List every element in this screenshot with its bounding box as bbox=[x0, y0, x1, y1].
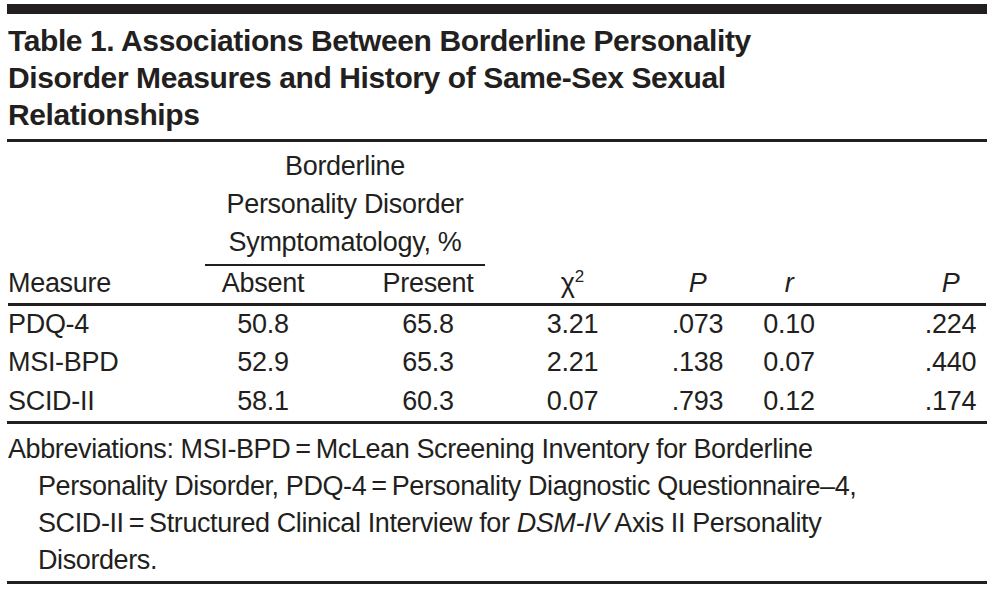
group-header-underline: Borderline Personality Disorder Symptoma… bbox=[205, 145, 485, 266]
chi-symbol: χ bbox=[561, 268, 575, 298]
footnote-line: Personality Disorder, PDQ-4 = Personalit… bbox=[8, 468, 985, 505]
column-header-present: Present bbox=[348, 266, 508, 304]
footnote-text: SCID-II = Structured Clinical Interview … bbox=[38, 508, 517, 538]
cell-absent: 52.9 bbox=[178, 343, 348, 382]
footnote-line: SCID-II = Structured Clinical Interview … bbox=[8, 505, 985, 542]
table-title: Table 1. Associations Between Borderline… bbox=[8, 22, 985, 133]
table-row-scidii: SCID-II 58.1 60.3 0.07 .793 0.12 .174 bbox=[8, 382, 986, 421]
table-row-msibpd: MSI-BPD 52.9 65.3 2.21 .138 0.07 .440 bbox=[8, 343, 986, 382]
cell-absent: 58.1 bbox=[178, 382, 348, 421]
cell-absent: 50.8 bbox=[178, 304, 348, 343]
associations-table: Borderline Personality Disorder Symptoma… bbox=[8, 145, 986, 421]
cell-r: 0.12 bbox=[758, 382, 820, 421]
group-header-label: Borderline Personality Disorder Symptoma… bbox=[205, 147, 485, 261]
cell-present: 60.3 bbox=[348, 382, 508, 421]
column-header-row: Measure Absent Present χ2 P r P bbox=[8, 266, 986, 304]
cell-p-value-2: .224 bbox=[820, 304, 986, 343]
cell-chi-square: 3.21 bbox=[508, 304, 637, 343]
cell-present: 65.3 bbox=[348, 343, 508, 382]
cell-r: 0.07 bbox=[758, 343, 820, 382]
journal-table-figure: Table 1. Associations Between Borderline… bbox=[0, 0, 994, 593]
footnote-line: Disorders. bbox=[8, 542, 985, 579]
cell-measure: SCID-II bbox=[8, 382, 178, 421]
cell-p-value-2: .440 bbox=[820, 343, 986, 382]
cell-measure: MSI-BPD bbox=[8, 343, 178, 382]
column-header-chi-square: χ2 bbox=[508, 266, 637, 304]
table-row-pdq4: PDQ-4 50.8 65.8 3.21 .073 0.10 .224 bbox=[8, 304, 986, 343]
column-header-measure: Measure bbox=[8, 266, 178, 304]
footnote-line: Abbreviations: MSI-BPD = McLean Screenin… bbox=[8, 431, 985, 468]
column-header-r: r bbox=[758, 266, 820, 304]
page-bottom-rule bbox=[7, 581, 987, 584]
cell-p-value-1: .138 bbox=[637, 343, 758, 382]
table-footnote: Abbreviations: MSI-BPD = McLean Screenin… bbox=[8, 431, 985, 579]
group-header-bpd-symptomatology: Borderline Personality Disorder Symptoma… bbox=[178, 145, 508, 266]
cell-chi-square: 0.07 bbox=[508, 382, 637, 421]
chi-superscript: 2 bbox=[575, 267, 584, 286]
column-header-p-value-2: P bbox=[820, 266, 986, 304]
column-header-p-value-1: P bbox=[637, 266, 758, 304]
cell-p-value-1: .073 bbox=[637, 304, 758, 343]
footnote-dsm-iv-italic: DSM-IV bbox=[517, 508, 609, 538]
cell-measure: PDQ-4 bbox=[8, 304, 178, 343]
cell-p-value-2: .174 bbox=[820, 382, 986, 421]
title-rule bbox=[7, 139, 987, 142]
cell-r: 0.10 bbox=[758, 304, 820, 343]
group-header-row: Borderline Personality Disorder Symptoma… bbox=[8, 145, 986, 266]
table-bottom-rule bbox=[7, 421, 987, 424]
footnote-text: Axis II Personality bbox=[609, 508, 822, 538]
cell-p-value-1: .793 bbox=[637, 382, 758, 421]
column-header-absent: Absent bbox=[178, 266, 348, 304]
cell-present: 65.8 bbox=[348, 304, 508, 343]
top-rule bbox=[7, 4, 987, 14]
group-spacer bbox=[8, 145, 178, 266]
cell-chi-square: 2.21 bbox=[508, 343, 637, 382]
group-spacer bbox=[508, 145, 986, 266]
